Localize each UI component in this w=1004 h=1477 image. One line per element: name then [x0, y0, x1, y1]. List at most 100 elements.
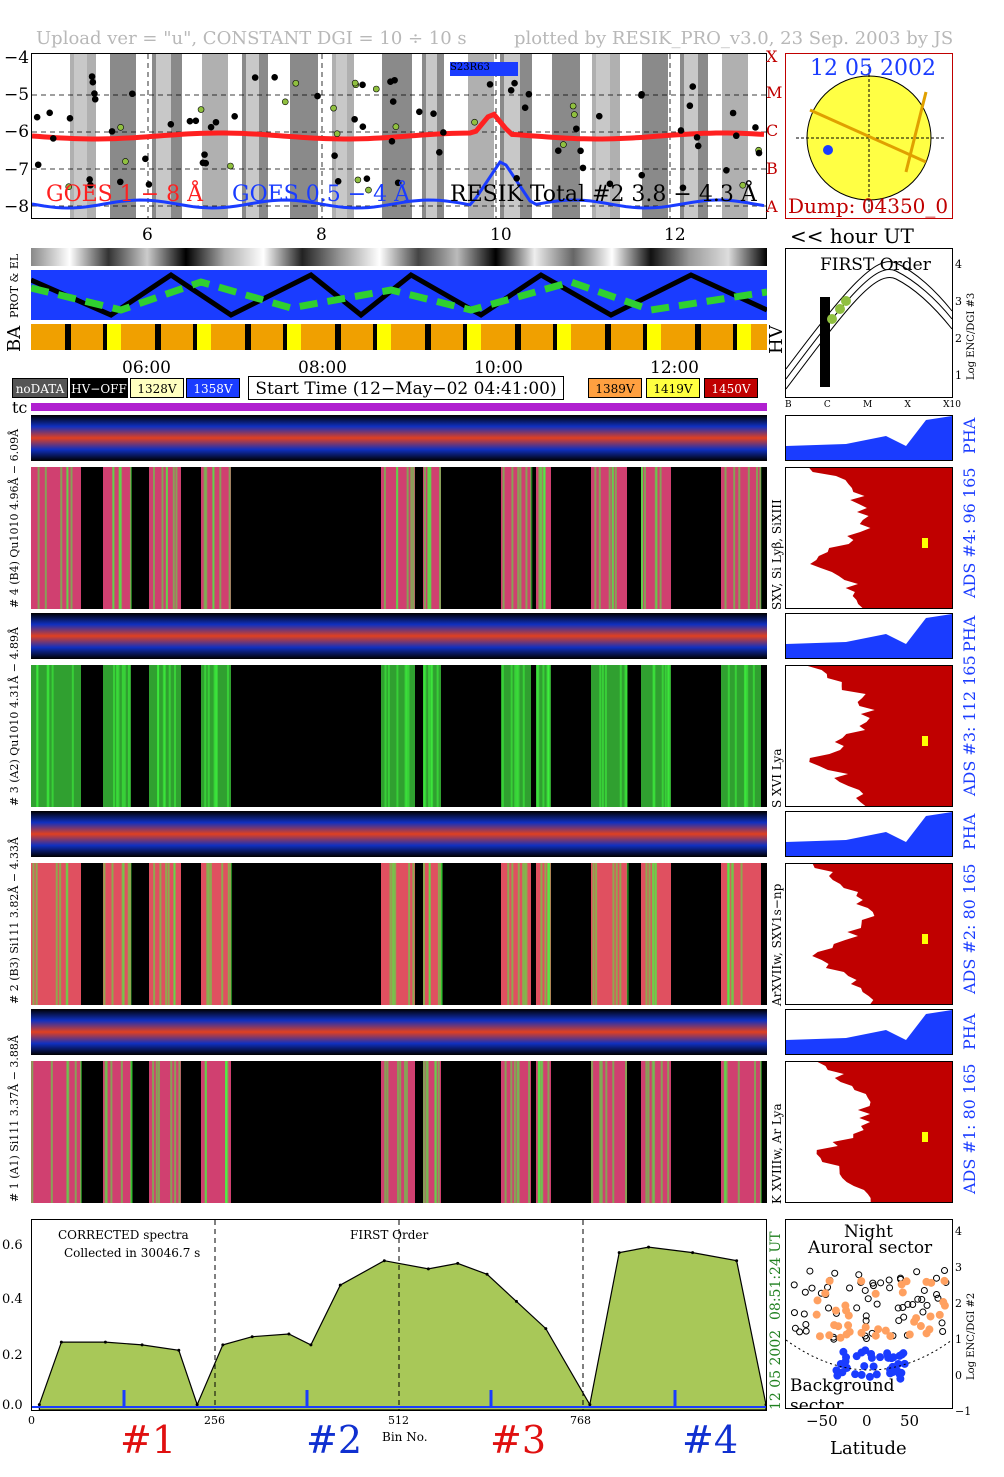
resik-point [436, 148, 443, 156]
auroral-point [806, 1267, 814, 1275]
background-point [860, 1362, 869, 1371]
spectrogram-streak [604, 665, 607, 807]
spectrogram-streak [174, 1061, 177, 1203]
auroral-orange-point [815, 1332, 824, 1341]
ch3-pha: PHA [960, 615, 979, 652]
spectrogram-streak [423, 665, 426, 807]
spectrum-point [338, 1283, 342, 1287]
spectrogram-streak [55, 863, 58, 1005]
resik-point [49, 135, 57, 142]
spectrogram-streak [118, 467, 121, 609]
auroral-point [919, 1308, 927, 1316]
auroral-point [853, 1304, 861, 1312]
legend-nodata: noDATA [12, 378, 68, 398]
resik-point [314, 92, 321, 100]
spectrogram-streak [599, 665, 602, 807]
spectrogram-streak [734, 665, 737, 807]
auroral-orange-point [898, 1288, 907, 1297]
resik-point [511, 79, 518, 87]
spectrogram-streak [31, 1061, 34, 1203]
spectrogram-streak [120, 467, 123, 609]
spectrum-point [456, 1261, 460, 1265]
spectrogram-streak [641, 467, 644, 609]
spectrogram-streak [667, 1061, 670, 1203]
spectrogram-streak [724, 467, 727, 609]
spectrogram-streak [515, 665, 518, 807]
spectrum-xlabel: Bin No. [382, 1430, 428, 1444]
sun-panel: 12 05 2002 Dump: 04350_0 [785, 53, 953, 219]
spectrum-point [647, 1245, 651, 1249]
spectrogram-streak [645, 863, 648, 1005]
auroral-orange-point [871, 1289, 880, 1298]
spectrogram-streak [386, 1061, 389, 1203]
background-point [897, 1368, 906, 1377]
ch4-lines: SXV, Si Lyβ, SiXIII [770, 499, 784, 610]
auroral-orange-point [905, 1330, 914, 1339]
spectrum-note1: CORRECTED spectra [58, 1228, 189, 1242]
spectrogram-column [31, 1061, 81, 1203]
spectrogram-streak [598, 467, 601, 609]
spectrogram-streak [438, 467, 441, 609]
resik-point [66, 114, 74, 122]
resik-point [392, 123, 400, 130]
spectrogram-streak [115, 665, 118, 807]
fo-xtick: X [904, 400, 911, 410]
ads-histogram-4 [785, 467, 953, 609]
auroral-orange-point [821, 1289, 830, 1298]
auroral-orange-point [857, 1277, 866, 1286]
background-point [887, 1354, 896, 1363]
aur-ytick: 1 [955, 1333, 962, 1346]
spectrogram-streak [204, 1061, 207, 1203]
ch2-pha-label: # 2 (B3) Si111 3.82Å − 4.33Å [8, 837, 21, 1004]
saa-marker: S23R63 [450, 62, 518, 76]
spectrogram-streak [59, 863, 62, 1005]
spectrogram-streak [740, 863, 743, 1005]
tc-label: tc [12, 398, 28, 417]
background-sector: Background sector [790, 1376, 895, 1409]
auroral-point [802, 1321, 810, 1329]
spectrogram-streak [412, 467, 415, 609]
spectrogram-streak [165, 467, 168, 609]
spectrogram-streak [752, 665, 755, 807]
spectrogram-streak [612, 863, 615, 1005]
auroral-orange-point [916, 1322, 925, 1331]
resik-point [689, 83, 697, 90]
resik-point [251, 74, 259, 81]
spectrogram-streak [625, 1061, 628, 1203]
spectrogram-streak [36, 665, 39, 807]
spectrogram-1 [31, 1061, 767, 1203]
aur-ytick: 4 [955, 1225, 962, 1238]
spectrogram-streak [538, 467, 541, 609]
resik-point [365, 186, 372, 194]
goes-xtick: 10 [490, 225, 512, 245]
ads-histogram-1 [785, 1061, 953, 1203]
pha-strip-3 [31, 613, 767, 659]
spectrogram-streak [668, 665, 671, 807]
resik-point [167, 121, 175, 128]
spectrogram-streak [547, 665, 550, 807]
spectrogram-streak [225, 1061, 228, 1203]
auroral-point [862, 1312, 870, 1320]
spectrogram-column [103, 467, 131, 609]
background-point [895, 1351, 904, 1360]
spectrogram-streak [111, 863, 114, 1005]
spectrogram-streak [625, 665, 628, 807]
spectrogram-streak [667, 665, 670, 807]
legend-1358v: 1358V [186, 378, 240, 398]
ads-histogram-svg [807, 666, 952, 806]
spectrogram-streak [391, 863, 394, 1005]
spectrogram-streak [396, 665, 399, 807]
first-order-title: FIRST Order [820, 255, 931, 275]
sun-date: 12 05 2002 [810, 56, 936, 81]
spec-ytick: 0.0 [2, 1398, 23, 1413]
spectrogram-streak [161, 467, 164, 609]
spectrogram-streak [383, 467, 386, 609]
spectrogram-streak [152, 1061, 155, 1203]
spectrogram-svg [31, 863, 761, 1005]
spectrogram-streak [423, 467, 426, 609]
spectrogram-streak [516, 1061, 519, 1203]
spectrogram-streak [436, 665, 439, 807]
spectrum-point [514, 1299, 518, 1303]
spectrogram-streak [744, 665, 747, 807]
spectrogram-streak [517, 863, 520, 1005]
